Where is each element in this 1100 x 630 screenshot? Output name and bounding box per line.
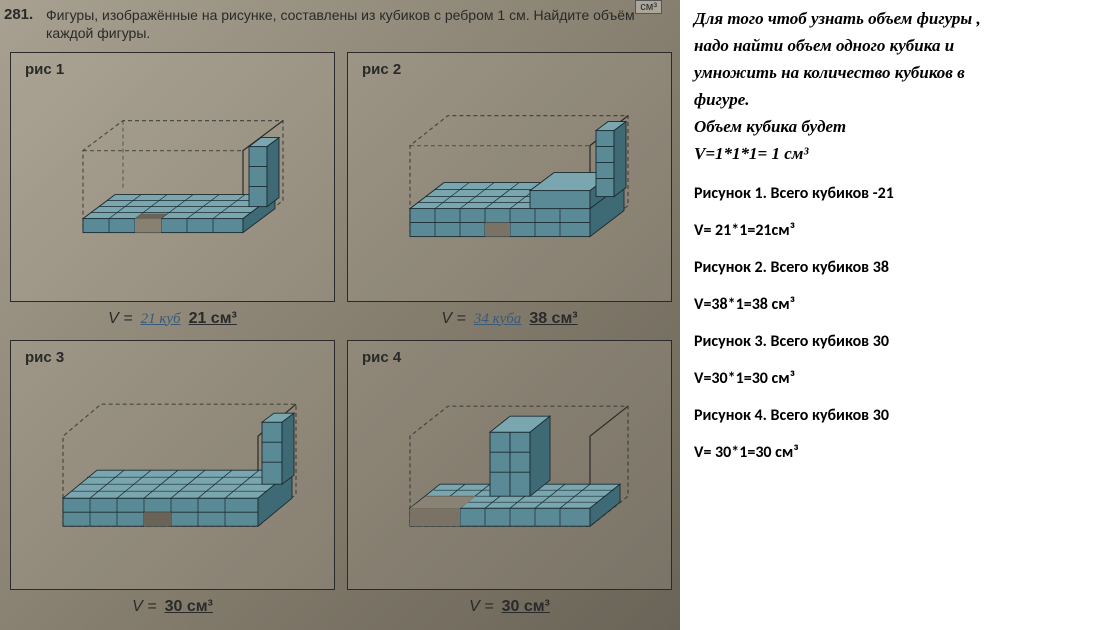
printed-answer: 21 см³ [189, 310, 237, 328]
instruction-line: Для того чтоб узнать объем фигуры , [694, 8, 1086, 31]
v-symbol: V = [132, 598, 156, 616]
solution-line: Рисунок 4. Всего кубиков 30 [694, 406, 1086, 425]
figure-label: рис 4 [362, 349, 401, 366]
printed-answer: 30 см³ [502, 598, 550, 616]
instruction-line: надо найти объем одного кубика и [694, 35, 1086, 58]
figure-label: рис 3 [25, 349, 64, 366]
instruction-line: умножить на количество кубиков в [694, 62, 1086, 85]
printed-answer: 38 см³ [529, 310, 577, 328]
instruction-line: Объем кубика будет [694, 116, 1086, 139]
figure-box-4: рис 4 [347, 340, 672, 590]
volume-line-4: V = 30 см³ [347, 590, 672, 624]
volume-line-3: V = 30 см³ [10, 590, 335, 624]
solution-line: V= 30*1=30 см³ [694, 443, 1086, 462]
solution-line: V=30*1=30 см³ [694, 369, 1086, 388]
figure-box-1: рис 1 [10, 52, 335, 302]
figure-cell-1: рис 1 [10, 52, 335, 336]
cube-figure-4 [380, 376, 640, 561]
figures-grid: рис 1 [10, 52, 672, 624]
handwritten-answer: 34 куба [474, 311, 521, 328]
v-symbol: V = [469, 598, 493, 616]
figure-label: рис 2 [362, 61, 401, 78]
solution-line: Рисунок 3. Всего кубиков 30 [694, 332, 1086, 351]
figure-box-2: рис 2 [347, 52, 672, 302]
problem-text: Фигуры, изображённые на рисунке, составл… [46, 6, 670, 42]
solution-line: Рисунок 2. Всего кубиков 38 [694, 258, 1086, 277]
figure-box-3: рис 3 [10, 340, 335, 590]
solution-line: Рисунок 1. Всего кубиков -21 [694, 184, 1086, 203]
volume-line-1: V = 21 куб 21 см³ [10, 302, 335, 336]
solution-line: V=38*1=38 см³ [694, 295, 1086, 314]
instruction-line: V=1*1*1= 1 см³ [694, 143, 1086, 166]
solution-panel: Для того чтоб узнать объем фигуры , надо… [680, 0, 1100, 630]
v-symbol: V = [441, 310, 465, 328]
cube-figure-1 [43, 91, 303, 271]
handwritten-answer: 21 куб [141, 311, 181, 328]
figure-cell-3: рис 3 [10, 340, 335, 624]
cube-figure-3 [38, 376, 308, 561]
cube-figure-2 [380, 91, 640, 271]
instruction-line: фигуре. [694, 89, 1086, 112]
textbook-page: см³ 281. Фигуры, изображённые на рисунке… [0, 0, 680, 630]
instruction-block: Для того чтоб узнать объем фигуры , надо… [694, 8, 1086, 166]
v-symbol: V = [108, 310, 132, 328]
printed-answer: 30 см³ [165, 598, 213, 616]
problem-number: 281. [4, 6, 33, 23]
figure-label: рис 1 [25, 61, 64, 78]
figure-cell-4: рис 4 [347, 340, 672, 624]
volume-line-2: V = 34 куба 38 см³ [347, 302, 672, 336]
solution-line: V= 21*1=21см³ [694, 221, 1086, 240]
figure-cell-2: рис 2 [347, 52, 672, 336]
